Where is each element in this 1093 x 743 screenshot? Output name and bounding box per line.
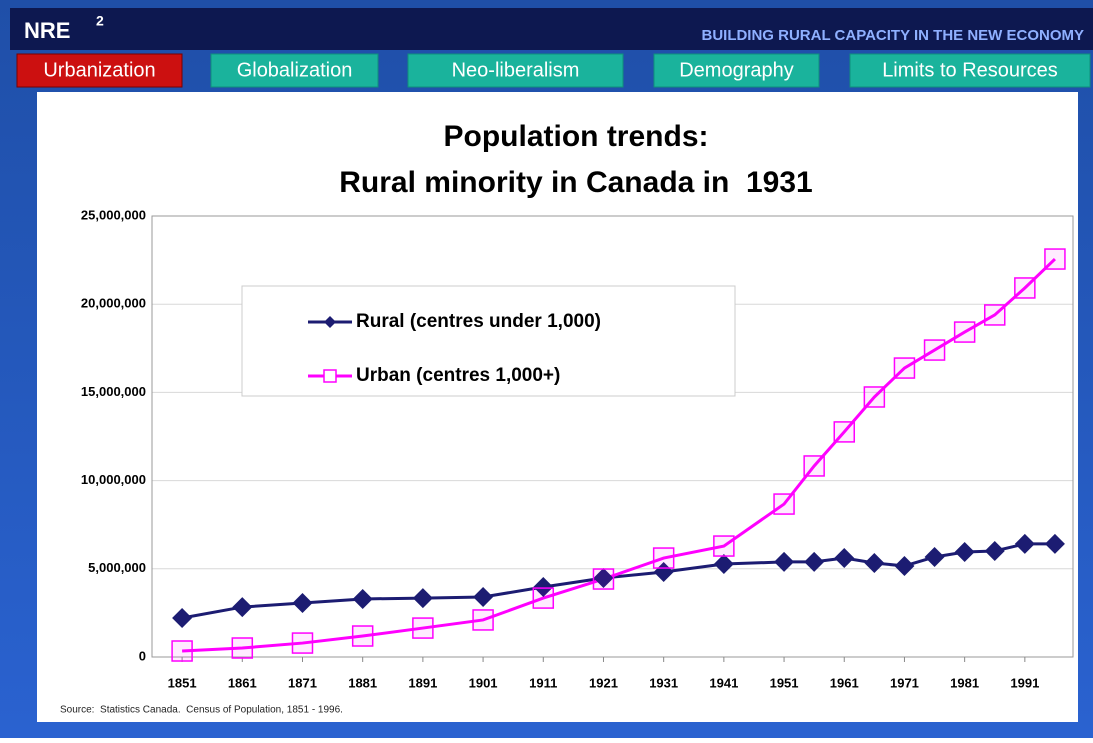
rural-marker [412, 588, 433, 609]
tab-label[interactable]: Limits to Resources [882, 59, 1058, 81]
urban-marker [833, 421, 856, 443]
chart-title: Population trends: [444, 120, 709, 153]
rural-marker [1044, 533, 1065, 554]
plot-frame [151, 215, 1074, 658]
tab[interactable] [210, 53, 379, 88]
tab-label[interactable]: Globalization [237, 59, 353, 81]
rural-marker [232, 597, 253, 618]
tagline: BUILDING RURAL CAPACITY IN THE NEW ECONO… [701, 27, 1084, 44]
urban-marker [171, 640, 193, 662]
chart: Population trends: Rural minority in Cana… [60, 120, 1074, 716]
x-tick-label: 1941 [709, 675, 738, 690]
chart-panel [37, 92, 1078, 722]
urban-marker [231, 637, 254, 659]
y-tick-label: 20,000,000 [81, 296, 146, 311]
x-tick-label: 1951 [770, 675, 799, 690]
x-tick-label: 1921 [589, 675, 618, 690]
urban-marker [351, 625, 374, 647]
rural-marker [864, 552, 885, 573]
urban-marker [412, 617, 434, 639]
x-tick-label: 1881 [348, 675, 377, 690]
urban-marker [652, 547, 675, 569]
logo: NRE [24, 18, 70, 43]
rural-marker [804, 551, 825, 572]
x-tick-label: 1891 [408, 675, 437, 690]
logo-sup: 2 [96, 13, 104, 29]
urban-marker [532, 587, 555, 609]
y-tick-label: 10,000,000 [81, 472, 146, 487]
tab-label[interactable]: Urbanization [43, 59, 155, 81]
x-tick-label: 1851 [168, 675, 197, 690]
rural-marker [774, 551, 795, 572]
x-tick-label: 1861 [228, 675, 257, 690]
legend-marker [324, 316, 336, 328]
rural-marker [172, 608, 193, 629]
urban-marker [713, 535, 735, 557]
y-tick-label: 15,000,000 [81, 384, 146, 399]
urban-marker [472, 609, 494, 631]
tab-bar: Urbanization Globalization Neo-liberalism D… [16, 53, 1091, 88]
rural-marker [924, 546, 945, 567]
x-tick-label: 1911 [529, 675, 557, 690]
tab[interactable] [849, 53, 1091, 88]
urban-marker [953, 321, 976, 343]
rural-marker [352, 588, 373, 609]
tab-label[interactable]: Demography [679, 59, 794, 81]
legend-marker [323, 369, 337, 383]
x-tick-label: 1871 [288, 675, 317, 690]
urban-marker [773, 493, 795, 515]
urban-marker [923, 339, 946, 361]
chart-subtitle: Rural minority in Canada in 1931 [339, 166, 812, 199]
header-bar [10, 8, 1093, 50]
urban-marker [592, 568, 615, 590]
rural-marker [473, 587, 494, 608]
urban-marker [893, 357, 916, 379]
x-tick-label: 1961 [830, 675, 859, 690]
urban-marker [1014, 277, 1036, 299]
x-tick-label: 1901 [469, 675, 498, 690]
x-tick-label: 1931 [649, 675, 678, 690]
legend-label: Rural (centres under 1,000) [356, 311, 601, 332]
rural-marker [533, 576, 554, 597]
x-tick-label: 1971 [890, 675, 919, 690]
urban-marker [291, 632, 314, 654]
rural-marker [984, 540, 1005, 561]
rural-marker [593, 567, 614, 588]
legend-label: Urban (centres 1,000+) [356, 365, 560, 386]
y-tick-label: 25,000,000 [81, 207, 146, 222]
tab[interactable] [16, 53, 183, 88]
y-tick-label: 0 [139, 648, 146, 663]
tab[interactable] [407, 53, 624, 88]
rural-marker [653, 561, 674, 582]
x-tick-label: 1991 [1010, 675, 1039, 690]
urban-marker [1044, 248, 1066, 270]
source-note: Source: Statistics Canada. Census of Pop… [60, 705, 343, 716]
urban-marker [803, 455, 825, 477]
rural-marker [894, 555, 915, 576]
rural-marker [834, 548, 855, 569]
rural-marker [292, 593, 313, 614]
tab[interactable] [653, 53, 820, 88]
x-tick-label: 1981 [950, 675, 979, 690]
rural-marker [713, 554, 734, 575]
y-tick-label: 5,000,000 [88, 560, 146, 575]
tab-label[interactable]: Neo-liberalism [452, 59, 580, 81]
urban-marker [863, 386, 886, 408]
urban-marker [983, 304, 1006, 326]
rural-marker [954, 542, 975, 563]
rural-marker [1014, 533, 1035, 554]
